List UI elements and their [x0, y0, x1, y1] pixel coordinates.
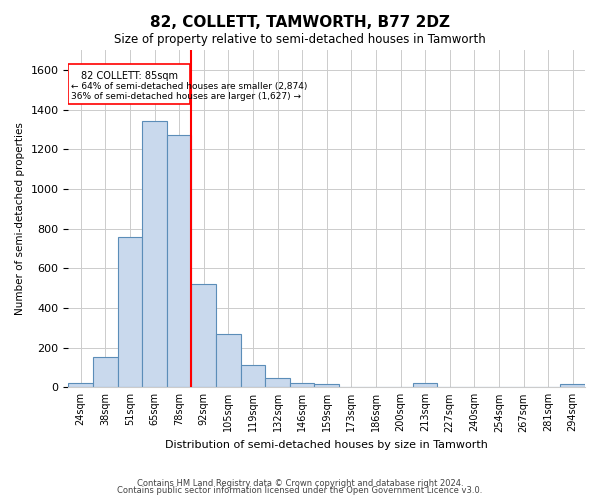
Bar [191, 284, 216, 388]
Text: 82 COLLETT: 85sqm: 82 COLLETT: 85sqm [81, 71, 178, 81]
Y-axis label: Number of semi-detached properties: Number of semi-detached properties [15, 122, 25, 315]
Bar [167, 136, 191, 388]
Bar [560, 384, 585, 388]
Text: 82, COLLETT, TAMWORTH, B77 2DZ: 82, COLLETT, TAMWORTH, B77 2DZ [150, 15, 450, 30]
Bar [118, 236, 142, 388]
Bar [290, 384, 314, 388]
Text: Contains HM Land Registry data © Crown copyright and database right 2024.: Contains HM Land Registry data © Crown c… [137, 478, 463, 488]
FancyBboxPatch shape [68, 64, 190, 104]
Bar [265, 378, 290, 388]
Bar [314, 384, 339, 388]
Bar [93, 356, 118, 388]
Bar [241, 366, 265, 388]
Bar [413, 384, 437, 388]
Bar [142, 122, 167, 388]
Text: 36% of semi-detached houses are larger (1,627) →: 36% of semi-detached houses are larger (… [71, 92, 301, 100]
X-axis label: Distribution of semi-detached houses by size in Tamworth: Distribution of semi-detached houses by … [165, 440, 488, 450]
Bar [216, 334, 241, 388]
Text: ← 64% of semi-detached houses are smaller (2,874): ← 64% of semi-detached houses are smalle… [71, 82, 307, 90]
Text: Contains public sector information licensed under the Open Government Licence v3: Contains public sector information licen… [118, 486, 482, 495]
Bar [68, 384, 93, 388]
Text: Size of property relative to semi-detached houses in Tamworth: Size of property relative to semi-detach… [114, 32, 486, 46]
